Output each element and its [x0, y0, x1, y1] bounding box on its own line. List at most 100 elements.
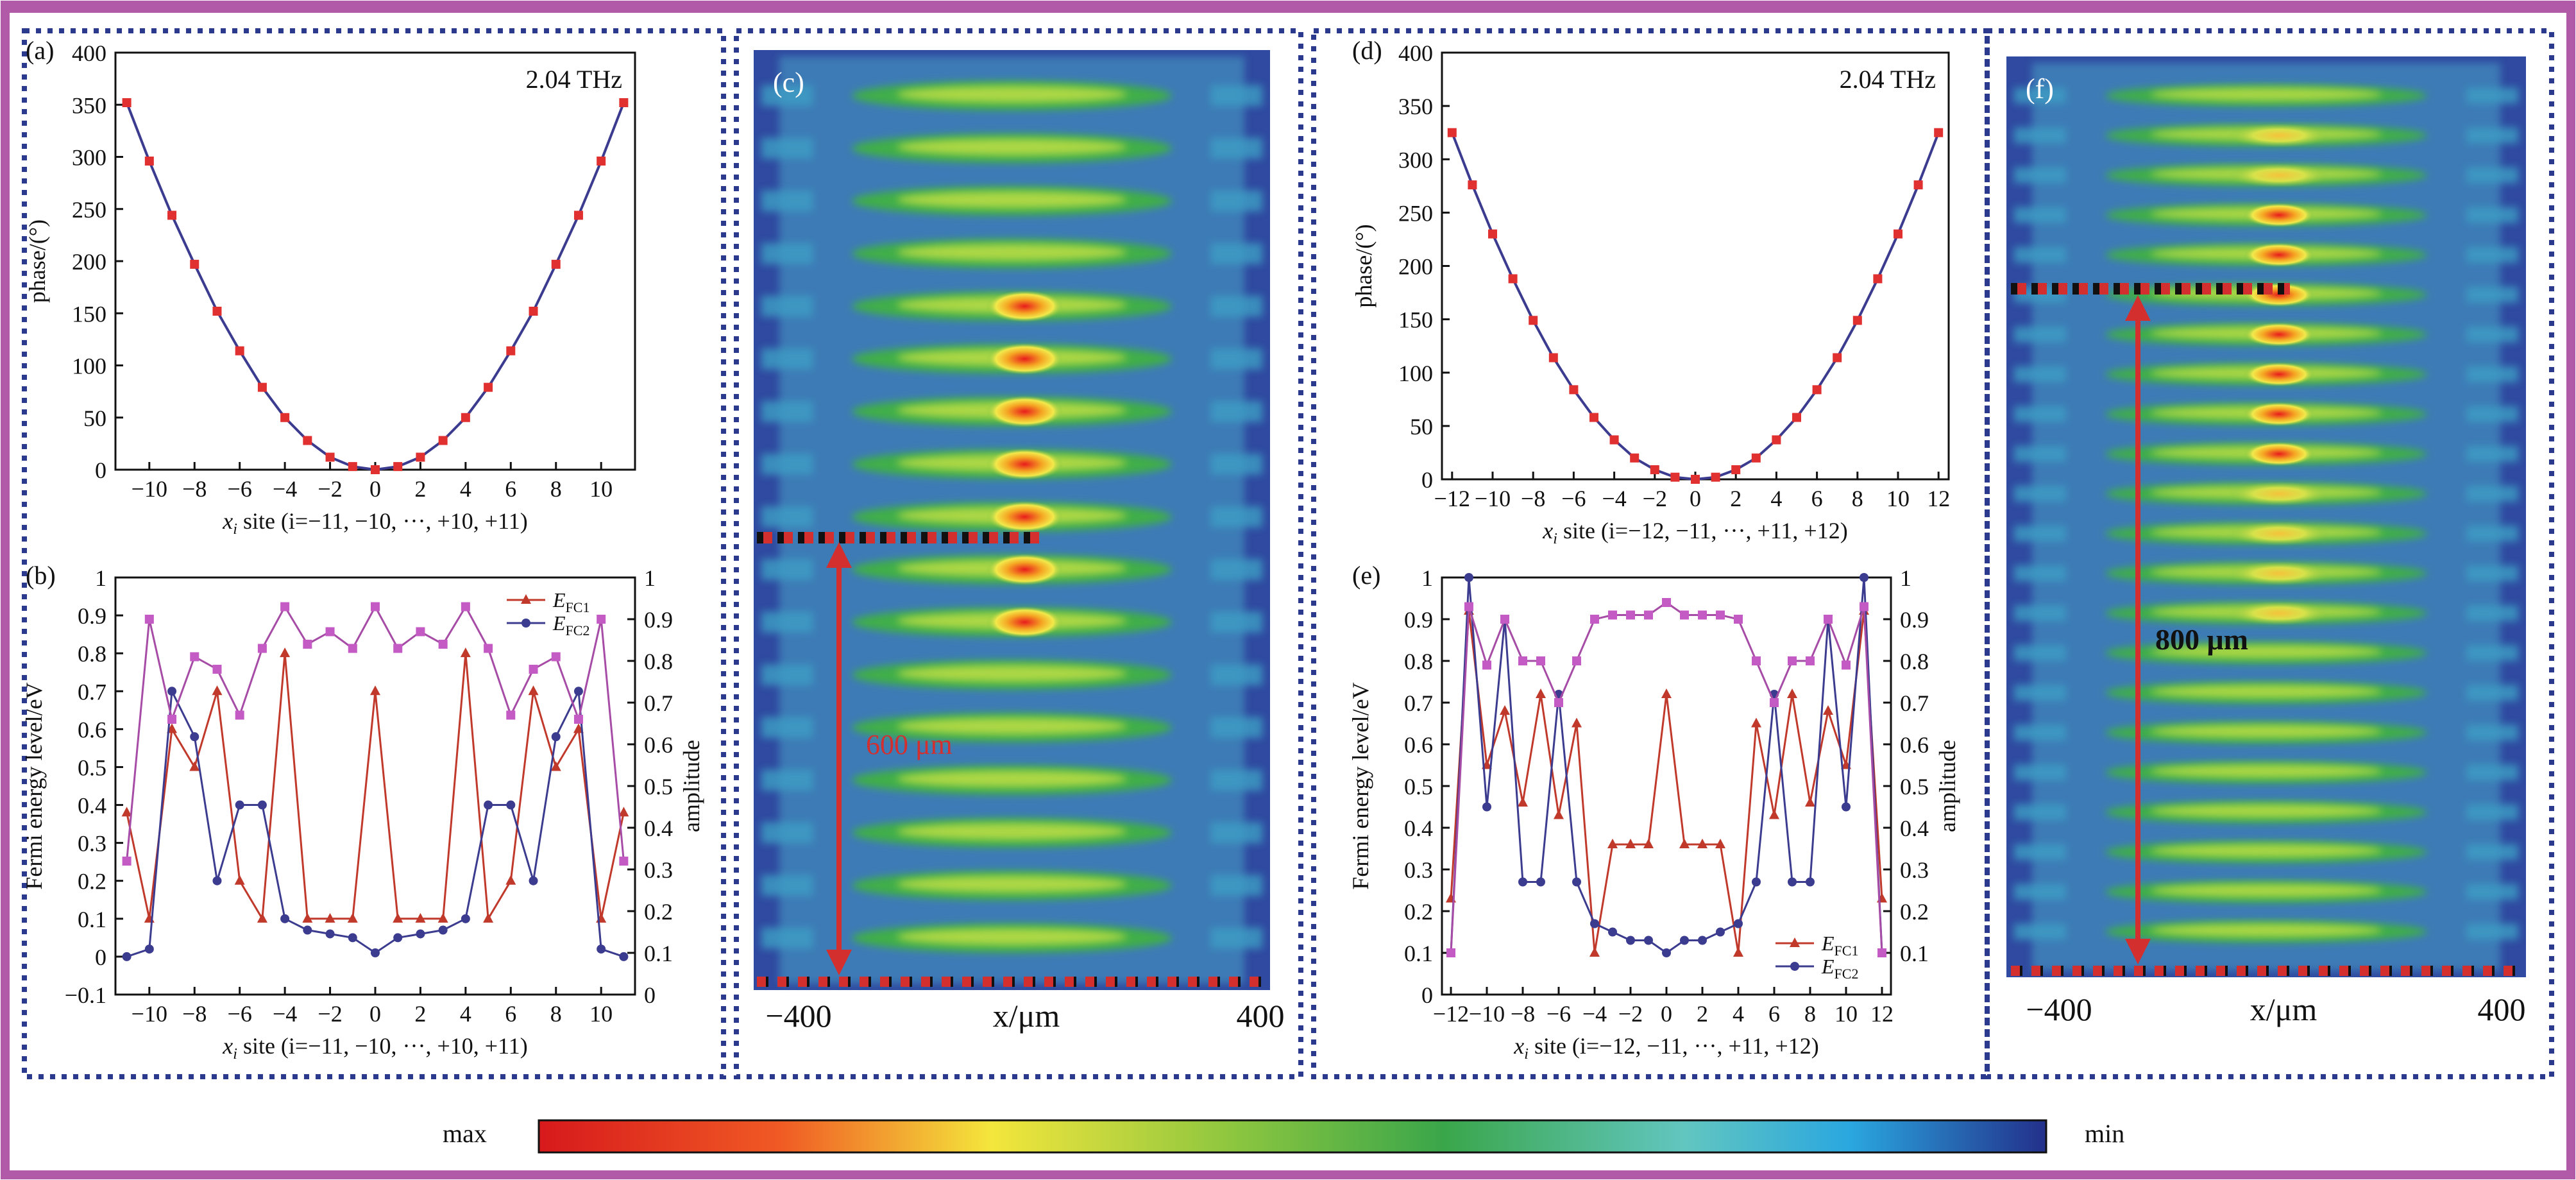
series-point-e-2-19	[1788, 656, 1797, 665]
series-point-e-1-13	[1680, 936, 1689, 945]
series-point-b-0-6	[257, 912, 267, 923]
distance-label-c: 600 μm	[866, 729, 953, 760]
series-point-e-1-5	[1536, 877, 1545, 887]
series-point-e-2-1	[1464, 602, 1473, 611]
xtick-label-d-7: 2	[1730, 486, 1741, 511]
series-point-e-0-3	[1500, 705, 1510, 715]
heatmap-side-left-f-1	[2014, 127, 2066, 144]
heatmap-side-left-c-8	[761, 506, 813, 527]
colorbar-min-label: min	[2085, 1119, 2124, 1148]
series-point-e-2-3	[1500, 615, 1509, 624]
xlabel-rest-d: site (i=−12, −11, ···, +11, +12)	[1557, 518, 1848, 543]
series-point-b-0-18	[528, 685, 539, 696]
xtick-label-e-10: 8	[1804, 1001, 1816, 1027]
ytick-label-e-1: 0.1	[1404, 941, 1433, 966]
series-point-b-0-5	[234, 875, 245, 885]
series-point-e-1-11	[1644, 936, 1653, 945]
ytick-right-label-e-7: 0.8	[1900, 649, 1929, 674]
series-point-e-0-7	[1572, 717, 1582, 728]
arrow-head-top-c	[826, 542, 852, 568]
series-point-e-2-6	[1554, 698, 1563, 707]
ytick-label-b-4: 0.3	[78, 831, 106, 857]
series-point-b-1-21	[597, 945, 606, 954]
xlabel-e: xi site (i=−12, −11, ···, +11, +12)	[1513, 1033, 1818, 1063]
heatmap-side-right-c-16	[1210, 927, 1262, 949]
phase-point-a-21	[597, 157, 606, 166]
heatmap-band-core-f-0	[2150, 88, 2382, 101]
xtick-label-d-5: −2	[1643, 486, 1667, 511]
ytick-right-label-e-5: 0.6	[1900, 732, 1929, 758]
series-point-b-0-13	[415, 912, 426, 923]
series-point-b-0-8	[302, 912, 313, 923]
series-line-b-1	[126, 687, 624, 958]
heatmap-band-core-c-16	[896, 928, 1128, 946]
phase-point-d-3	[1508, 274, 1518, 284]
heatmap-side-right-f-3	[2466, 207, 2518, 223]
ytick-label-e-9: 0.9	[1404, 607, 1433, 633]
ytick-right-label-e-2: 0.3	[1900, 857, 1929, 883]
phase-point-d-7	[1589, 413, 1598, 422]
series-point-e-2-7	[1572, 656, 1581, 665]
series-point-e-2-9	[1608, 610, 1617, 620]
phase-point-d-23	[1913, 180, 1923, 190]
phase-point-a-16	[484, 382, 493, 392]
phase-point-a-1	[144, 157, 154, 166]
arrow-head-bottom-f	[2125, 939, 2151, 964]
ytick-label-d-3: 150	[1398, 307, 1433, 333]
heatmap-side-right-c-7	[1210, 454, 1262, 475]
xtick-label-b-1: −8	[182, 1001, 207, 1027]
xtick-label-b-3: −4	[273, 1001, 297, 1027]
xtick-label-c-1: 400	[1237, 998, 1285, 1034]
xtick-label-b-10: 10	[589, 1001, 613, 1027]
ytick-label-b-7: 0.6	[78, 717, 106, 742]
heatmap-side-right-f-21	[2466, 923, 2518, 940]
panel-c: (c) 600 μm −400 400 x/μm	[754, 50, 1285, 1034]
xtick-label-e-11: 10	[1835, 1001, 1858, 1027]
series-point-b-1-22	[619, 952, 629, 961]
heatmap-side-left-f-7	[2014, 366, 2066, 382]
legend-marker-e-0	[1790, 937, 1800, 947]
phase-point-a-3	[190, 259, 199, 269]
heatmap-side-left-c-11	[761, 664, 813, 686]
legend-label-e-0: EFC1	[1821, 932, 1858, 959]
series-point-b-2-14	[438, 640, 448, 649]
series-point-e-1-15	[1716, 927, 1725, 937]
phase-point-d-0	[1447, 128, 1457, 137]
series-point-b-0-11	[370, 685, 380, 696]
xlabel-rest-a: site (i=−11, −10, ···, +10, +11)	[237, 508, 528, 534]
xtick-label-e-2: −8	[1511, 1001, 1535, 1027]
xtick-label-e-0: −12	[1433, 1001, 1469, 1027]
series-point-b-2-15	[461, 602, 470, 611]
xlabel-sub-d: i	[1553, 531, 1557, 547]
frame-c	[734, 28, 1303, 1079]
heatmap-side-left-f-6	[2014, 326, 2066, 343]
ytick-label-b-6: 0.5	[78, 755, 106, 780]
heatmap-side-left-f-11	[2014, 526, 2066, 542]
phase-point-d-16	[1772, 435, 1781, 445]
xtick-label-c-0: −400	[765, 998, 831, 1034]
xtick-label-a-10: 10	[589, 476, 613, 502]
heatmap-side-right-f-10	[2466, 486, 2518, 502]
series-point-e-0-15	[1715, 839, 1725, 848]
series-point-e-2-12	[1662, 598, 1671, 607]
colorbar-gradient	[538, 1119, 2047, 1154]
heatmap-side-left-f-16	[2014, 724, 2066, 741]
series-point-b-0-12	[393, 912, 403, 923]
heatmap-band-core-f-19	[2150, 844, 2382, 857]
heatmap-hotspot-f-2	[2228, 163, 2330, 187]
series-point-b-2-17	[506, 710, 516, 720]
ylabel-right-e: amplitude	[1935, 740, 1960, 832]
series-point-b-2-7	[280, 602, 290, 611]
phase-point-d-6	[1569, 385, 1579, 395]
heatmap-side-right-c-8	[1210, 506, 1262, 527]
heatmap-side-right-f-14	[2466, 645, 2518, 662]
ylabel-right-b: amplitude	[679, 740, 704, 832]
series-point-b-0-17	[505, 875, 516, 885]
series-point-e-2-22	[1842, 660, 1851, 670]
heatmap-side-right-f-4	[2466, 246, 2518, 263]
series-point-e-0-21	[1823, 705, 1833, 715]
heatmap-band-core-c-1	[896, 138, 1128, 156]
ytick-label-e-6: 0.6	[1404, 732, 1433, 758]
xtick-label-e-4: −4	[1582, 1001, 1607, 1027]
ytick-label-a-3: 150	[72, 301, 106, 327]
